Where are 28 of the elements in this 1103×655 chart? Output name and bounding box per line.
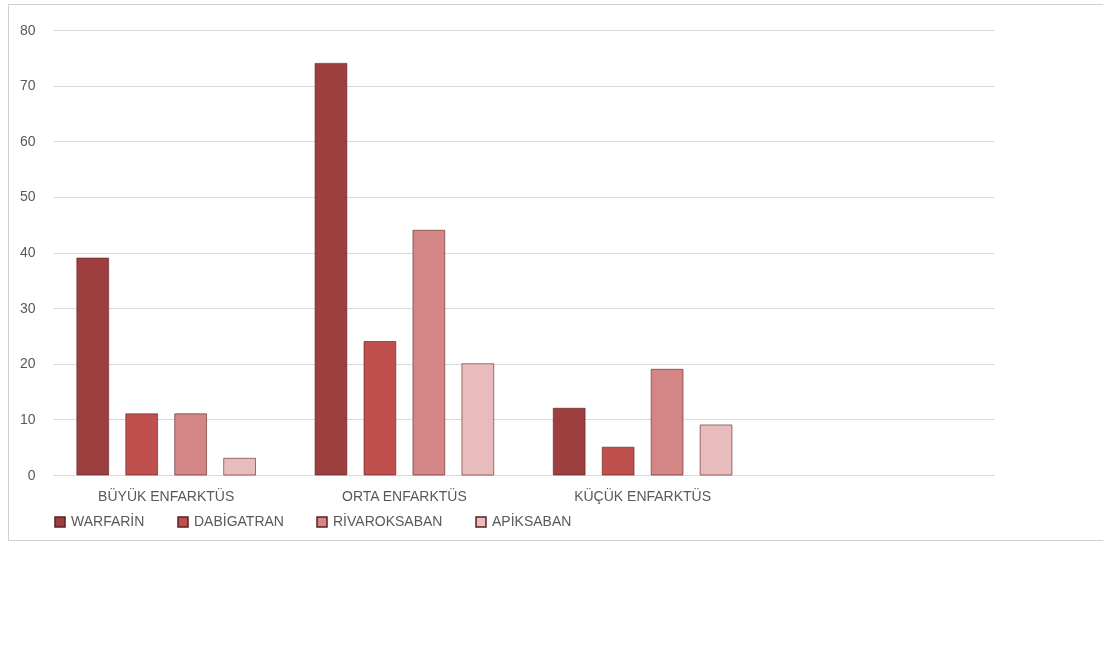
bar <box>314 63 348 476</box>
legend-label: RİVAROKSABAN <box>333 512 443 529</box>
y-tick-label: 70 <box>19 77 36 94</box>
x-tick-label: KÜÇÜK ENFARKTÜS <box>574 486 712 504</box>
bar <box>174 413 207 476</box>
x-tick-label: ORTA ENFARKTÜS <box>342 486 467 504</box>
y-tick-label: 0 <box>27 466 36 483</box>
y-tick-label: 50 <box>19 188 36 205</box>
bar <box>601 446 635 476</box>
y-tick-label: 40 <box>19 244 36 260</box>
y-tick-label: 10 <box>19 410 36 427</box>
legend-label: DABİGATRAN <box>194 512 284 529</box>
y-tick-label: 80 <box>19 21 36 38</box>
legend-label: APİKSABAN <box>492 512 572 529</box>
y-tick-label: 60 <box>19 132 36 149</box>
y-tick-label: 30 <box>19 299 36 316</box>
bar <box>363 341 397 476</box>
bar <box>412 229 446 476</box>
bar <box>461 363 495 476</box>
bar <box>125 413 158 476</box>
y-tick-label: 20 <box>19 355 36 372</box>
bar <box>76 257 109 476</box>
x-tick-label: BÜYÜK ENFARKTÜS <box>98 486 235 504</box>
bar <box>223 458 256 476</box>
legend-label: WARFARİN <box>71 512 145 529</box>
bar <box>552 407 586 476</box>
bar <box>650 369 684 476</box>
bar <box>699 424 733 476</box>
